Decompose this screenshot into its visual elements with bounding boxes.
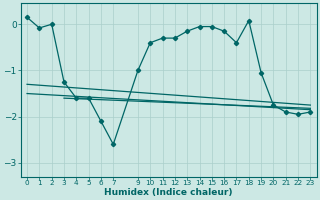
X-axis label: Humidex (Indice chaleur): Humidex (Indice chaleur) (104, 188, 233, 197)
